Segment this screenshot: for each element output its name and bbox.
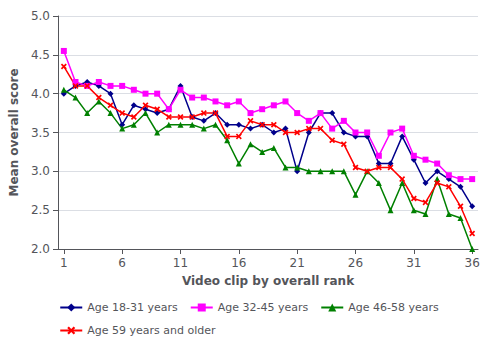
svg-text:5.0: 5.0	[31, 9, 50, 23]
svg-text:2.0: 2.0	[31, 242, 50, 256]
svg-text:Age 18-31 years: Age 18-31 years	[87, 301, 178, 314]
svg-text:11: 11	[173, 256, 188, 270]
svg-text:Mean overall score: Mean overall score	[7, 68, 21, 196]
svg-text:4.0: 4.0	[31, 87, 50, 101]
svg-text:2.5: 2.5	[31, 203, 50, 217]
svg-text:3.0: 3.0	[31, 164, 50, 178]
svg-text:31: 31	[406, 256, 421, 270]
svg-text:4.5: 4.5	[31, 48, 50, 62]
svg-text:6: 6	[118, 256, 126, 270]
svg-text:26: 26	[348, 256, 363, 270]
svg-text:Video clip by overall rank: Video clip by overall rank	[182, 274, 355, 288]
svg-text:1: 1	[60, 256, 68, 270]
svg-text:Age 32-45 years: Age 32-45 years	[218, 301, 309, 314]
svg-text:21: 21	[290, 256, 305, 270]
svg-text:36: 36	[465, 256, 480, 270]
svg-text:16: 16	[231, 256, 246, 270]
svg-text:Age 46-58 years: Age 46-58 years	[348, 301, 439, 314]
svg-text:3.5: 3.5	[31, 126, 50, 140]
svg-text:Age 59 years and older: Age 59 years and older	[87, 324, 216, 337]
